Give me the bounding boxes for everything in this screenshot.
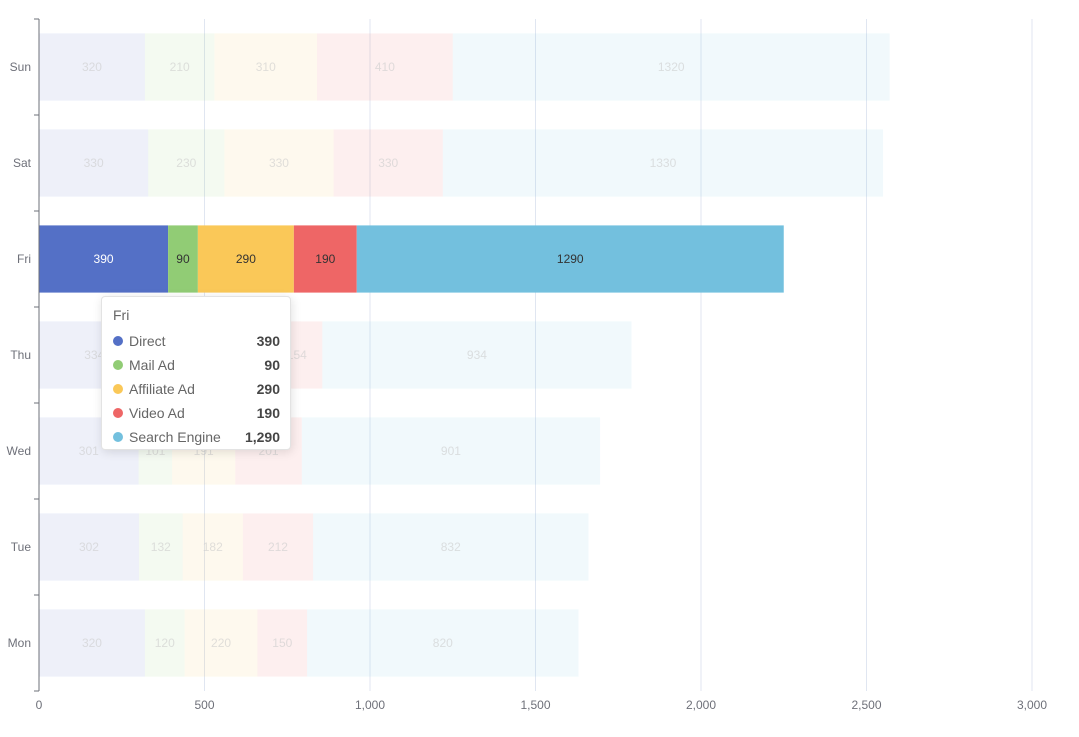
tooltip-series-name: Search Engine <box>129 429 221 445</box>
bar-segment <box>313 513 589 581</box>
data-label: 330 <box>269 156 289 170</box>
tooltip-series-value: 290 <box>256 381 280 397</box>
legend-dot-icon <box>113 336 123 346</box>
bar-segment <box>184 609 258 677</box>
data-label: 1290 <box>557 252 584 266</box>
data-label: 132 <box>151 540 171 554</box>
bar-segment <box>197 225 294 293</box>
data-label: 330 <box>84 156 104 170</box>
tooltip-series-name: Video Ad <box>129 405 185 421</box>
bar-segment <box>39 513 139 581</box>
x-tick-label: 3,000 <box>1017 698 1047 712</box>
bar-segment <box>317 33 453 101</box>
tooltip-series-name: Direct <box>129 333 166 349</box>
y-tick-label: Mon <box>8 636 31 650</box>
x-tick-label: 2,500 <box>851 698 881 712</box>
bar-segment <box>452 33 890 101</box>
y-tick-label: Wed <box>7 444 31 458</box>
bar-segment <box>39 609 145 677</box>
data-label: 1320 <box>658 60 685 74</box>
bar-segment <box>148 129 225 197</box>
y-tick-label: Sat <box>13 156 32 170</box>
x-tick-label: 1,000 <box>355 698 385 712</box>
bar-segment <box>333 129 443 197</box>
data-label: 150 <box>272 636 292 650</box>
axes: 0 500 1,000 1,500 2,000 2,500 3,000 Mon Tue Wed Th… <box>7 18 1047 712</box>
bar-segment <box>168 225 198 293</box>
data-label: 210 <box>170 60 190 74</box>
bar-segment <box>242 513 314 581</box>
data-label: 212 <box>268 540 288 554</box>
data-label: 310 <box>256 60 276 74</box>
tooltip-row-mail-ad: Mail Ad 90 <box>113 353 280 377</box>
bar-segment <box>307 609 579 677</box>
x-tick-label: 2,000 <box>686 698 716 712</box>
tooltip-title: Fri <box>113 307 130 323</box>
tooltip-series-value: 190 <box>256 405 280 421</box>
data-label: 1330 <box>650 156 677 170</box>
bar-segment <box>214 33 318 101</box>
legend-dot-icon <box>113 432 123 442</box>
data-label: 120 <box>155 636 175 650</box>
data-label: 230 <box>176 156 196 170</box>
data-label: 320 <box>82 60 102 74</box>
tooltip-series-name: Affiliate Ad <box>129 381 195 397</box>
bar-segment <box>39 33 145 101</box>
data-label: 334 <box>84 348 104 362</box>
data-label: 154 <box>287 348 307 362</box>
bar-segment <box>356 225 784 293</box>
y-tick-label: Thu <box>10 348 31 362</box>
tooltip: Fri Direct 390 Mail Ad 90 Affiliate Ad 2… <box>101 296 291 450</box>
data-label: 330 <box>378 156 398 170</box>
y-tick-label: Tue <box>11 540 32 554</box>
data-label: 820 <box>433 636 453 650</box>
tooltip-series-name: Mail Ad <box>129 357 175 373</box>
bar-segment <box>39 225 169 293</box>
data-label: 901 <box>441 444 461 458</box>
data-label: 302 <box>79 540 99 554</box>
tooltip-series-value: 1,290 <box>244 429 280 445</box>
data-label: 290 <box>236 252 256 266</box>
data-label: 190 <box>315 252 335 266</box>
tooltip-row-search-engine: Search Engine 1,290 <box>113 425 280 449</box>
tooltip-series-value: 90 <box>264 357 280 373</box>
data-label: 320 <box>82 636 102 650</box>
legend-dot-icon <box>113 408 123 418</box>
data-label: 182 <box>203 540 223 554</box>
data-label: 390 <box>94 252 114 266</box>
bar-segment <box>322 321 632 389</box>
bar-segment <box>224 129 334 197</box>
tooltip-row-direct: Direct 390 <box>113 329 280 353</box>
bar-segment <box>138 513 183 581</box>
y-tick-label: Sun <box>10 60 31 74</box>
tooltip-row-video-ad: Video Ad 190 <box>113 401 280 425</box>
legend-dot-icon <box>113 384 123 394</box>
data-label: 301 <box>79 444 99 458</box>
bar-segment <box>301 417 601 485</box>
data-label: 832 <box>441 540 461 554</box>
bar-segment <box>144 33 215 101</box>
y-tick-label: Fri <box>17 252 31 266</box>
bar-segment <box>39 129 149 197</box>
bar-segment <box>144 609 185 677</box>
grid-lines <box>204 19 1033 691</box>
bar-segment <box>182 513 243 581</box>
bar-segment <box>257 609 308 677</box>
x-tick-label: 500 <box>194 698 214 712</box>
data-label: 410 <box>375 60 395 74</box>
bar-segment <box>442 129 884 197</box>
tooltip-row-affiliate-ad: Affiliate Ad 290 <box>113 377 280 401</box>
data-label: 90 <box>176 252 190 266</box>
x-tick-label: 0 <box>36 698 43 712</box>
tooltip-series-value: 390 <box>256 333 280 349</box>
x-tick-label: 1,500 <box>520 698 550 712</box>
data-label: 220 <box>211 636 231 650</box>
bar-segment <box>293 225 357 293</box>
legend-dot-icon <box>113 360 123 370</box>
data-label: 934 <box>467 348 487 362</box>
